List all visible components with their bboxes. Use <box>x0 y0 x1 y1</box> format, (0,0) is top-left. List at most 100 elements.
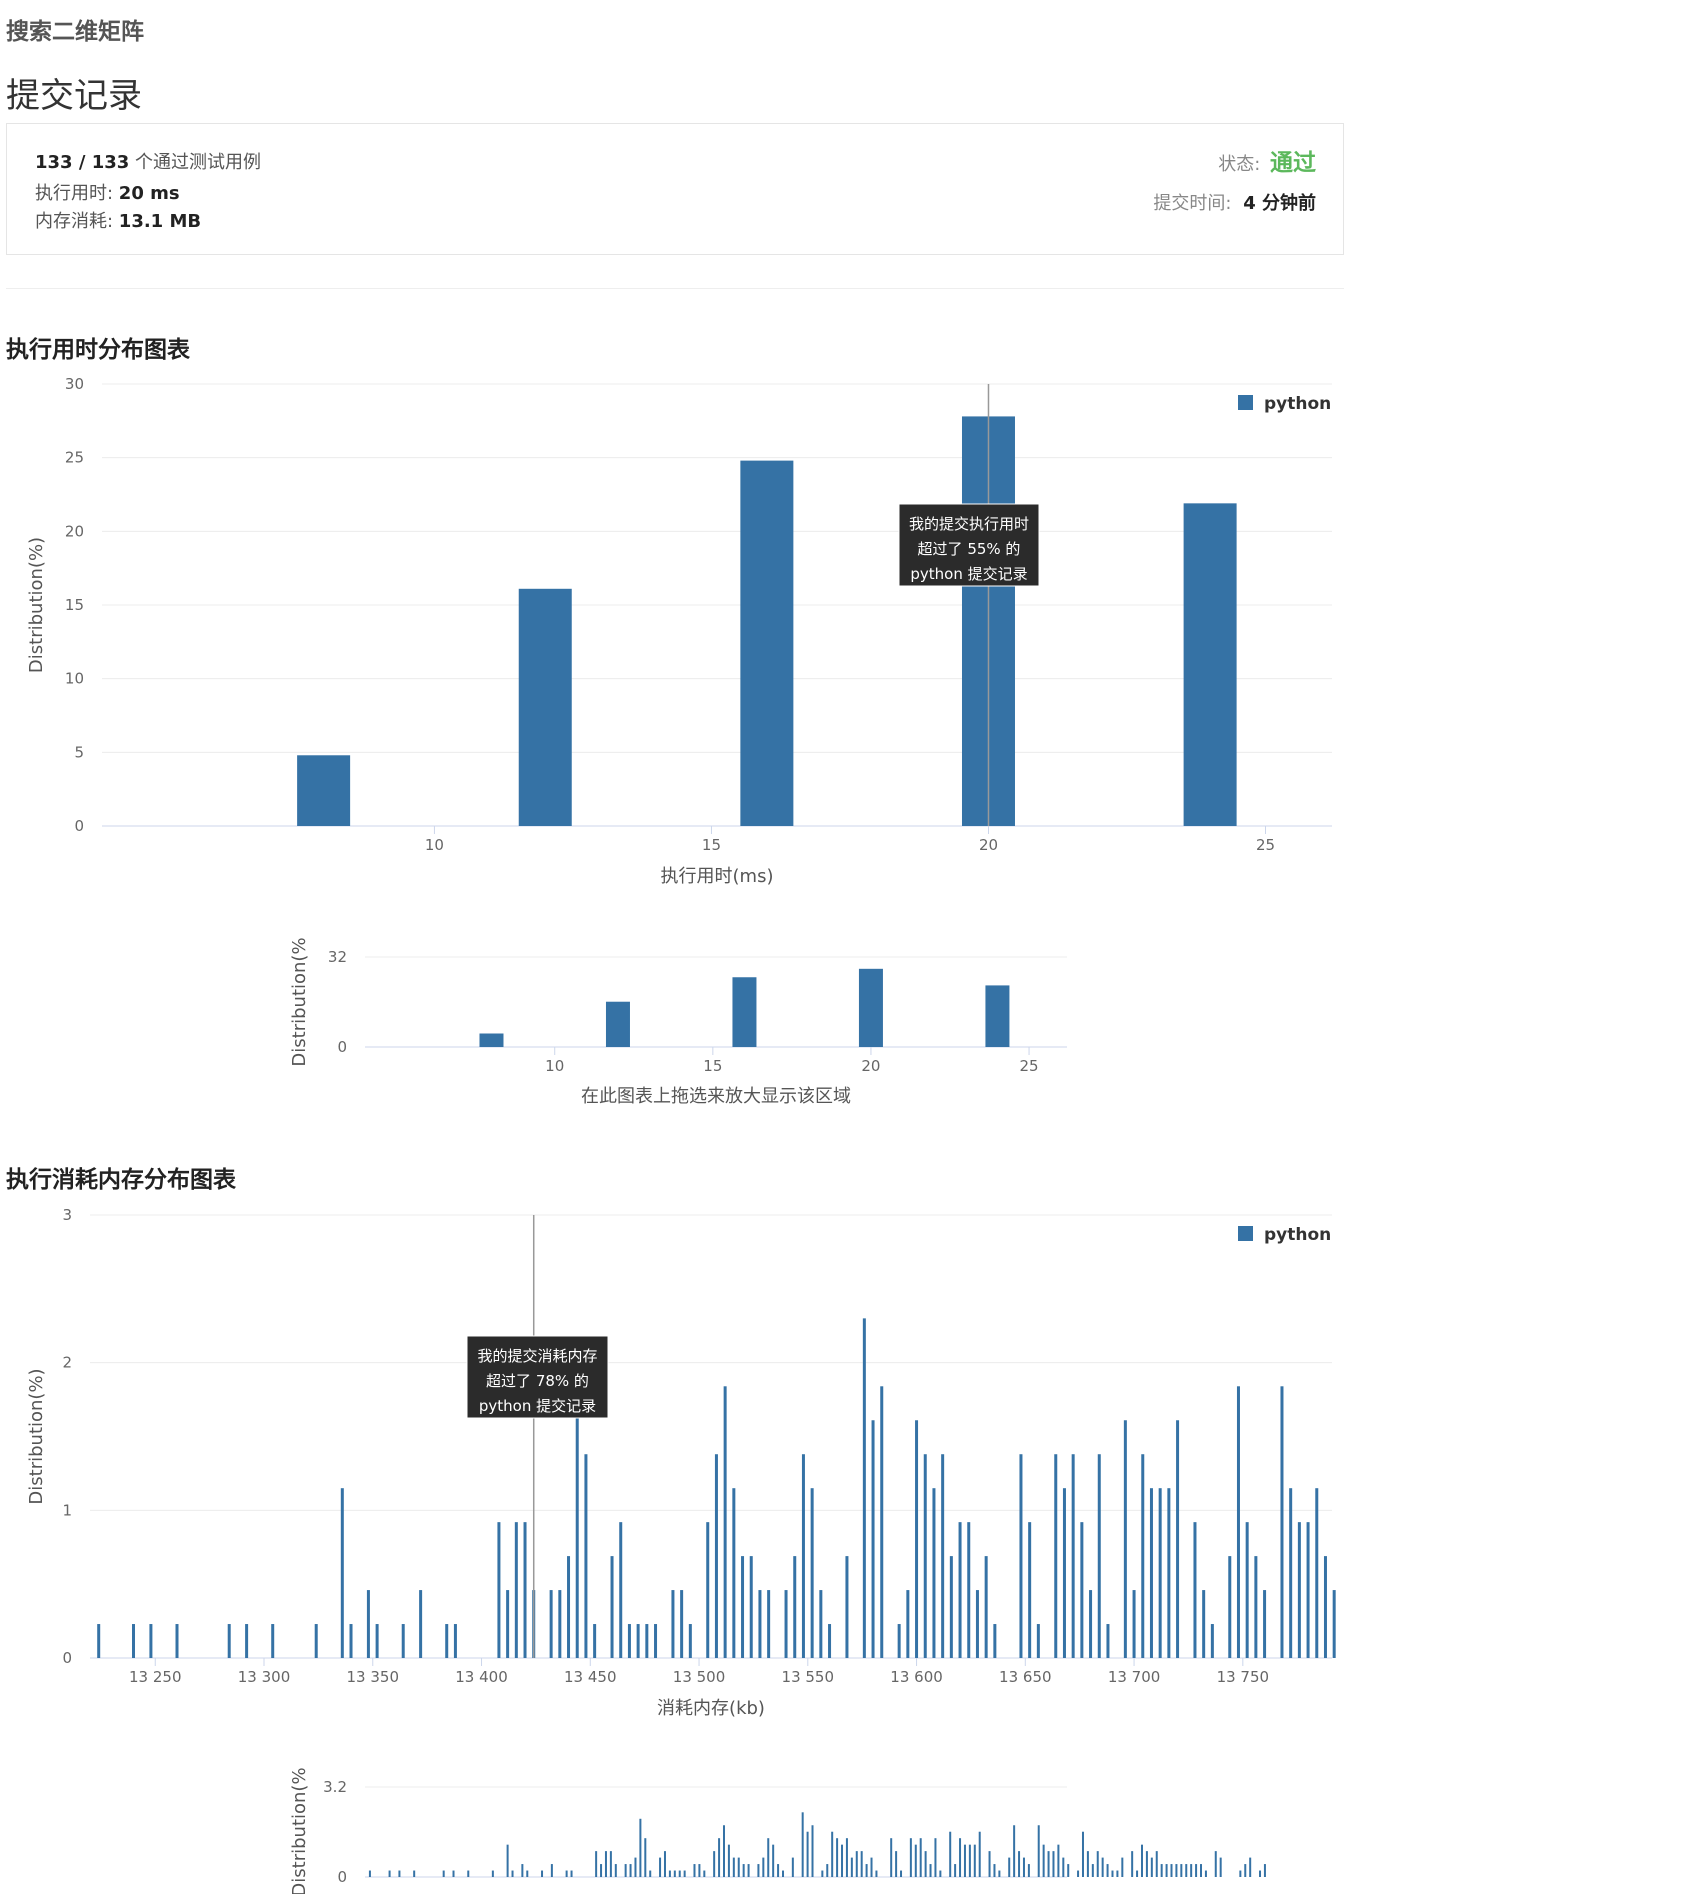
memory-nav-bar[interactable] <box>1096 1851 1099 1877</box>
memory-bar[interactable] <box>967 1522 971 1658</box>
memory-bar[interactable] <box>1202 1590 1206 1658</box>
memory-nav-bar[interactable] <box>550 1864 553 1877</box>
memory-nav-bar[interactable] <box>506 1844 509 1877</box>
memory-nav-bar[interactable] <box>659 1857 662 1877</box>
memory-nav-bar[interactable] <box>850 1857 853 1877</box>
memory-nav-bar[interactable] <box>614 1864 617 1877</box>
memory-nav-bar[interactable] <box>604 1851 607 1877</box>
memory-bar[interactable] <box>880 1386 884 1658</box>
memory-nav-bar[interactable] <box>959 1838 962 1877</box>
memory-nav-bar[interactable] <box>683 1870 686 1877</box>
runtime-main-plot[interactable]: 0 5 10 15 20 25 30 10 15 20 25 执行用时(ms) Distribution… <box>26 375 1332 887</box>
memory-nav-bar[interactable] <box>398 1870 401 1877</box>
memory-bar[interactable] <box>784 1590 788 1658</box>
memory-nav-bar[interactable] <box>1057 1844 1060 1877</box>
memory-bar[interactable] <box>340 1488 344 1658</box>
memory-nav-bar[interactable] <box>668 1870 671 1877</box>
runtime-nav-bar[interactable] <box>605 1001 630 1047</box>
memory-nav-bar[interactable] <box>1101 1857 1104 1877</box>
memory-nav-bar[interactable] <box>949 1831 952 1877</box>
runtime-bar[interactable] <box>518 588 572 826</box>
runtime-nav-bar[interactable] <box>858 968 883 1047</box>
memory-nav-bar[interactable] <box>521 1864 524 1877</box>
memory-nav-bar[interactable] <box>1160 1864 1163 1877</box>
memory-nav-bar[interactable] <box>939 1870 942 1877</box>
memory-nav-bar[interactable] <box>1150 1857 1153 1877</box>
runtime-legend-swatch[interactable] <box>1238 395 1253 410</box>
memory-nav-bar[interactable] <box>791 1857 794 1877</box>
memory-bar[interactable] <box>627 1624 631 1658</box>
memory-nav-bar[interactable] <box>1185 1864 1188 1877</box>
memory-bar[interactable] <box>645 1624 649 1658</box>
memory-nav-bar[interactable] <box>713 1851 716 1877</box>
memory-nav-bar[interactable] <box>924 1851 927 1877</box>
memory-bar[interactable] <box>619 1522 623 1658</box>
memory-bar[interactable] <box>1080 1522 1084 1658</box>
memory-nav-bar[interactable] <box>909 1838 912 1877</box>
runtime-nav-bar[interactable] <box>985 985 1010 1047</box>
memory-nav-bar[interactable] <box>855 1851 858 1877</box>
memory-nav-bar[interactable] <box>845 1838 848 1877</box>
memory-bar[interactable] <box>828 1624 832 1658</box>
memory-nav-bar[interactable] <box>1018 1851 1021 1877</box>
memory-nav-bar[interactable] <box>1037 1825 1040 1877</box>
memory-bar[interactable] <box>1297 1522 1301 1658</box>
memory-nav-bar[interactable] <box>831 1831 834 1877</box>
memory-bar[interactable] <box>558 1590 562 1658</box>
memory-bar[interactable] <box>1323 1556 1327 1658</box>
memory-bar[interactable] <box>1106 1624 1110 1658</box>
memory-bar[interactable] <box>349 1624 353 1658</box>
memory-chart[interactable]: 0 1 2 3 13 250 13 300 13 350 13 400 13 450 13 500… <box>0 1200 1345 1894</box>
memory-nav-bar[interactable] <box>860 1851 863 1877</box>
memory-nav-bar[interactable] <box>1106 1864 1109 1877</box>
runtime-navigator[interactable]: 0 32 10 15 20 25 Distribution(% 在此图表上拖选来放大显示该区域 <box>289 937 1067 1107</box>
memory-nav-bar[interactable] <box>929 1864 932 1877</box>
memory-bar[interactable] <box>549 1590 553 1658</box>
memory-bar[interactable] <box>245 1624 249 1658</box>
runtime-bar[interactable] <box>1183 503 1237 826</box>
memory-bar[interactable] <box>401 1624 405 1658</box>
memory-nav-bar[interactable] <box>452 1870 455 1877</box>
memory-nav-bar[interactable] <box>1140 1844 1143 1877</box>
memory-bar[interactable] <box>706 1522 710 1658</box>
memory-bar[interactable] <box>636 1624 640 1658</box>
memory-nav-bar[interactable] <box>762 1857 765 1877</box>
memory-nav-bar[interactable] <box>772 1844 775 1877</box>
memory-bar[interactable] <box>801 1454 805 1658</box>
memory-bar[interactable] <box>1158 1488 1162 1658</box>
memory-nav-bar[interactable] <box>998 1870 1001 1877</box>
memory-nav-bar[interactable] <box>678 1870 681 1877</box>
memory-bar[interactable] <box>1176 1420 1180 1658</box>
memory-bar[interactable] <box>1028 1522 1032 1658</box>
memory-nav-bar[interactable] <box>1263 1864 1266 1877</box>
memory-bar[interactable] <box>1097 1454 1101 1658</box>
memory-nav-bar[interactable] <box>1244 1864 1247 1877</box>
memory-bar[interactable] <box>1089 1590 1093 1658</box>
memory-bar[interactable] <box>1332 1590 1336 1658</box>
memory-nav-bar[interactable] <box>698 1864 701 1877</box>
memory-bar[interactable] <box>1306 1522 1310 1658</box>
memory-nav-bar[interactable] <box>1180 1864 1183 1877</box>
memory-bar[interactable] <box>897 1624 901 1658</box>
memory-nav-bar[interactable] <box>1195 1864 1198 1877</box>
memory-bar[interactable] <box>1123 1420 1127 1658</box>
memory-nav-bar[interactable] <box>639 1818 642 1877</box>
memory-nav-bar[interactable] <box>693 1864 696 1877</box>
memory-nav-bar[interactable] <box>1249 1857 1252 1877</box>
memory-nav-bar[interactable] <box>413 1870 416 1877</box>
memory-bar[interactable] <box>1062 1488 1066 1658</box>
runtime-bar[interactable] <box>740 460 794 826</box>
memory-nav-bar[interactable] <box>609 1851 612 1877</box>
memory-bar[interactable] <box>567 1556 571 1658</box>
memory-nav-bar[interactable] <box>1042 1844 1045 1877</box>
memory-nav-bar[interactable] <box>895 1851 898 1877</box>
memory-nav-bar[interactable] <box>1067 1864 1070 1877</box>
memory-nav-bar[interactable] <box>663 1851 666 1877</box>
memory-nav-bar[interactable] <box>782 1870 785 1877</box>
memory-nav-bar[interactable] <box>541 1870 544 1877</box>
memory-nav-bar[interactable] <box>491 1870 494 1877</box>
memory-nav-bar[interactable] <box>703 1870 706 1877</box>
memory-nav-bar[interactable] <box>388 1870 391 1877</box>
memory-nav-bar[interactable] <box>1077 1870 1080 1877</box>
memory-bar[interactable] <box>314 1624 318 1658</box>
